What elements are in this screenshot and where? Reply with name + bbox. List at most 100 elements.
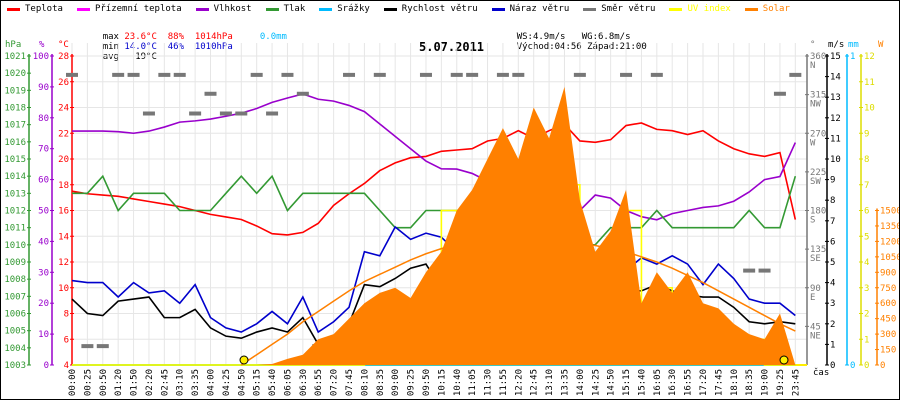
direction-mark: [343, 72, 356, 77]
x-tick-label: 03:35: [191, 369, 201, 396]
x-tick-label: 01:50: [130, 369, 140, 396]
pressure-unit: hPa: [5, 40, 22, 50]
tick-label: 22: [58, 129, 69, 139]
direction-mark: [235, 111, 248, 116]
tick-label: 450: [880, 315, 896, 325]
x-tick-label: 02:20: [145, 369, 155, 396]
direction-mark: [773, 91, 786, 96]
stats-wind: WS:4.9m/s WG:6.8m/s: [495, 21, 631, 54]
x-tick-label: 14:25: [591, 369, 601, 396]
x-tick-label: 17:45: [714, 369, 724, 396]
direction-mark: [66, 72, 78, 77]
humidity-unit: %: [39, 40, 45, 50]
direction-mark: [419, 72, 432, 77]
chart-title: 5.07.2011: [419, 40, 485, 54]
tick-label: 10: [38, 330, 49, 340]
stats-avg: avg 19°C: [81, 41, 157, 74]
max-humidity: 88%: [167, 32, 184, 42]
tick-label: 225: [810, 168, 826, 178]
tick-label: 7: [830, 217, 835, 227]
x-tick-label: 17:20: [699, 369, 709, 396]
tick-label: 90: [38, 83, 49, 93]
x-tick-label: 11:05: [468, 369, 478, 396]
legend-item: Teplota: [7, 4, 63, 14]
tick-label: 30: [38, 268, 49, 278]
sunset-time: Západ:21:00: [587, 42, 647, 52]
tick-label: 9: [830, 176, 835, 186]
max-label: max: [102, 32, 119, 42]
direction-label: S: [810, 216, 815, 226]
tick-label: 1011: [4, 224, 26, 234]
x-tick-label: 15:40: [637, 369, 647, 396]
legend-swatch: [383, 7, 397, 11]
x-tick-label: 06:05: [283, 369, 293, 396]
tick-label: 1012: [4, 207, 26, 217]
wind-speed-avg: WS:4.9m/s: [516, 32, 566, 42]
tick-label: 1005: [4, 327, 26, 337]
legend-label: Tlak: [283, 4, 306, 14]
x-tick-label: 12:45: [530, 369, 540, 396]
tick-label: 1003: [4, 361, 26, 371]
tick-label: 1004: [4, 344, 26, 354]
x-axis-label: čas: [813, 368, 830, 378]
x-tick-label: 01:20: [114, 369, 124, 396]
tick-label: 1016: [4, 138, 26, 148]
legend-label: Solar: [762, 4, 790, 14]
series-náraz-větru-line: [71, 225, 796, 334]
tick-label: 14: [830, 73, 841, 83]
legend-item: Rychlost větru: [383, 4, 478, 14]
legend-swatch: [7, 7, 20, 11]
tick-label: 900: [880, 268, 896, 278]
legend-swatch: [744, 7, 758, 11]
direction-label: NW: [810, 100, 821, 110]
tick-label: 28: [58, 52, 69, 62]
x-tick-label: 08:35: [376, 369, 386, 396]
x-tick-label: 16:05: [653, 369, 663, 396]
legend-item: Tlak: [265, 4, 306, 14]
sunset-marker: [779, 355, 789, 365]
x-tick-label: 14:00: [576, 369, 586, 396]
tick-label: 80: [38, 114, 49, 124]
tick-label: 1021: [4, 52, 26, 62]
tick-label: 1050: [880, 253, 899, 263]
x-tick-label: 06:55: [314, 369, 324, 396]
legend-swatch: [265, 7, 279, 11]
x-tick-label: 09:50: [422, 369, 432, 396]
avg-label: avg: [102, 52, 119, 62]
tick-label: 4: [864, 258, 869, 268]
tick-label: 750: [880, 284, 896, 294]
x-tick-label: 11:55: [499, 369, 509, 396]
min-humidity: 46%: [167, 42, 184, 52]
rain-unit: mm: [848, 40, 859, 50]
x-tick-label: 09:00: [391, 369, 401, 396]
legend: Teplota Přízemní teplota Vlhkost Tlak Srážky…: [7, 4, 790, 14]
min-temp: 14.0°C: [124, 42, 157, 52]
series-solar: [71, 86, 796, 366]
tick-label: 0: [880, 361, 885, 371]
tick-label: 1015: [4, 155, 26, 165]
direction-label: SW: [810, 177, 821, 187]
legend-swatch: [195, 7, 209, 11]
legend-item: UV index: [669, 4, 731, 14]
sunrise-marker: [239, 355, 249, 365]
x-tick-label: 16:55: [684, 369, 694, 396]
x-tick-label: 16:30: [668, 369, 678, 396]
tick-label: 1010: [4, 241, 26, 251]
direction-label: SE: [810, 254, 821, 264]
max-pressure: 1014hPa: [194, 32, 233, 42]
x-tick-label: 12:20: [514, 369, 524, 396]
x-tick-label: 07:45: [345, 369, 355, 396]
tick-label: 40: [38, 237, 49, 247]
max-rain: 0.0mm: [259, 32, 287, 42]
x-tick-label: 04:00: [207, 369, 217, 396]
tick-label: 1020: [4, 69, 26, 79]
tick-label: 6: [864, 207, 869, 217]
tick-label: 15: [830, 52, 841, 62]
solar-area: [72, 86, 796, 366]
tick-label: 4: [830, 279, 835, 289]
x-tick-label: 13:35: [560, 369, 570, 396]
direction-mark: [512, 72, 525, 77]
tick-label: 18: [58, 181, 69, 191]
tick-label: 24: [58, 104, 69, 114]
tick-label: 1350: [880, 222, 899, 232]
